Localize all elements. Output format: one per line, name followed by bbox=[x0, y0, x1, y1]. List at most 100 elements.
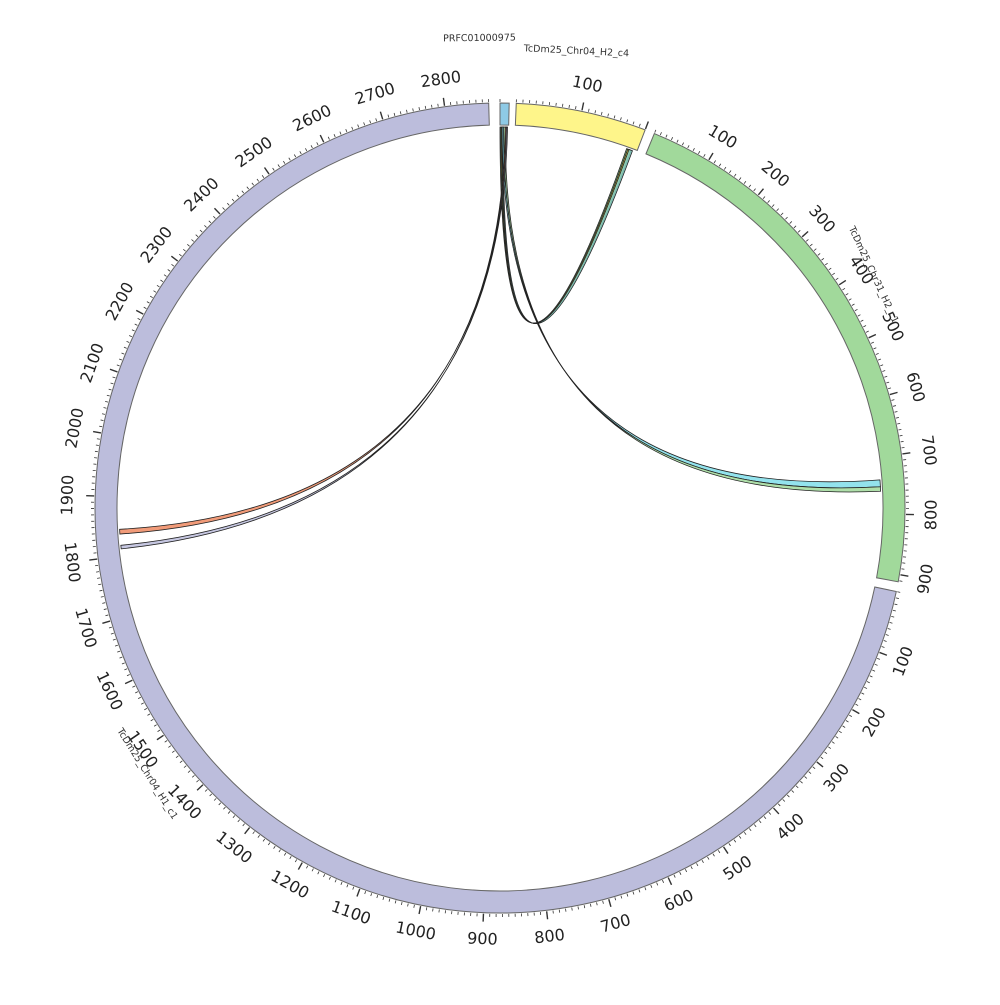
minor-tick bbox=[886, 382, 889, 383]
minor-tick bbox=[289, 158, 291, 161]
minor-tick bbox=[754, 825, 756, 827]
minor-tick bbox=[414, 905, 415, 908]
minor-tick bbox=[702, 860, 703, 863]
minor-tick bbox=[818, 253, 820, 255]
tick-label: 1800 bbox=[60, 541, 84, 584]
minor-tick bbox=[764, 816, 766, 818]
minor-tick bbox=[627, 894, 628, 897]
minor-tick bbox=[371, 893, 372, 896]
minor-tick bbox=[400, 111, 401, 114]
minor-tick bbox=[856, 704, 859, 705]
minor-tick bbox=[768, 200, 770, 202]
minor-tick bbox=[832, 273, 834, 275]
minor-tick bbox=[121, 353, 124, 354]
minor-tick bbox=[127, 674, 130, 675]
tick-label: 600 bbox=[902, 370, 929, 405]
minor-tick bbox=[729, 843, 731, 845]
minor-tick bbox=[294, 155, 296, 158]
minor-tick bbox=[223, 807, 225, 809]
major-tick bbox=[879, 652, 886, 655]
minor-tick bbox=[200, 230, 202, 232]
minor-tick bbox=[262, 175, 264, 177]
minor-tick bbox=[335, 880, 336, 883]
chromosome-block-layer bbox=[95, 103, 905, 913]
minor-tick bbox=[147, 302, 150, 304]
major-tick bbox=[645, 121, 648, 128]
minor-tick bbox=[880, 365, 883, 366]
minor-tick bbox=[122, 663, 125, 664]
tick-label: 100 bbox=[705, 121, 741, 153]
minor-tick bbox=[278, 165, 280, 168]
minor-tick bbox=[829, 268, 831, 270]
minor-tick bbox=[157, 285, 160, 287]
minor-tick bbox=[849, 299, 852, 301]
minor-tick bbox=[874, 348, 877, 349]
minor-tick bbox=[160, 280, 162, 282]
major-tick bbox=[380, 112, 382, 120]
minor-tick bbox=[822, 258, 824, 260]
minor-tick bbox=[861, 320, 864, 321]
minor-tick bbox=[749, 185, 751, 187]
minor-tick bbox=[295, 859, 297, 862]
tick-label: 900 bbox=[913, 562, 937, 595]
minor-tick bbox=[395, 900, 396, 903]
minor-tick bbox=[204, 225, 206, 227]
minor-tick bbox=[621, 896, 622, 899]
minor-tick bbox=[164, 275, 166, 277]
tick-label: 500 bbox=[719, 851, 755, 884]
minor-tick bbox=[188, 771, 190, 773]
minor-tick bbox=[383, 897, 384, 900]
minor-tick bbox=[99, 426, 102, 427]
minor-tick bbox=[744, 832, 746, 834]
minor-tick bbox=[353, 887, 354, 890]
major-tick bbox=[758, 189, 763, 195]
major-tick bbox=[852, 710, 859, 714]
minor-tick bbox=[232, 199, 234, 201]
minor-tick bbox=[578, 906, 579, 909]
tick-label: 100 bbox=[888, 644, 917, 679]
link-layer bbox=[120, 127, 881, 549]
minor-tick bbox=[872, 670, 875, 671]
minor-tick bbox=[677, 140, 678, 143]
minor-tick bbox=[894, 604, 897, 605]
minor-tick bbox=[290, 856, 292, 859]
minor-tick bbox=[858, 315, 861, 316]
minor-tick bbox=[268, 843, 270, 845]
minor-tick bbox=[144, 708, 147, 709]
minor-tick bbox=[127, 341, 130, 342]
tick-label: 900 bbox=[467, 929, 498, 949]
major-tick bbox=[214, 208, 220, 214]
major-tick bbox=[902, 453, 910, 454]
minor-tick bbox=[588, 109, 589, 112]
minor-tick bbox=[718, 850, 720, 853]
minor-tick bbox=[749, 828, 751, 830]
minor-tick bbox=[318, 871, 319, 874]
chromosome-name-layer: PRFC01000975TcDm25_Chr04_H2_c4TcDm25_Chr… bbox=[114, 32, 901, 821]
major-tick bbox=[582, 103, 584, 111]
minor-tick bbox=[168, 746, 170, 748]
minor-tick bbox=[273, 168, 275, 170]
minor-tick bbox=[759, 821, 761, 823]
minor-tick bbox=[620, 117, 621, 120]
minor-tick bbox=[772, 205, 774, 207]
minor-tick bbox=[219, 803, 221, 805]
minor-tick bbox=[601, 112, 602, 115]
minor-tick bbox=[813, 767, 815, 769]
minor-tick bbox=[790, 221, 792, 223]
minor-tick bbox=[744, 181, 746, 183]
minor-tick bbox=[769, 812, 771, 814]
minor-tick bbox=[666, 135, 667, 138]
minor-tick bbox=[183, 249, 185, 251]
minor-tick bbox=[347, 884, 348, 887]
minor-tick bbox=[171, 264, 173, 266]
major-tick bbox=[709, 153, 713, 160]
minor-tick bbox=[893, 406, 896, 407]
tick-label: 1100 bbox=[329, 897, 374, 929]
minor-tick bbox=[129, 336, 132, 337]
minor-tick bbox=[227, 203, 229, 205]
minor-tick bbox=[101, 597, 104, 598]
minor-tick bbox=[431, 105, 432, 108]
minor-tick bbox=[340, 132, 341, 135]
chromosome-block-prfc01000975 bbox=[500, 103, 509, 125]
